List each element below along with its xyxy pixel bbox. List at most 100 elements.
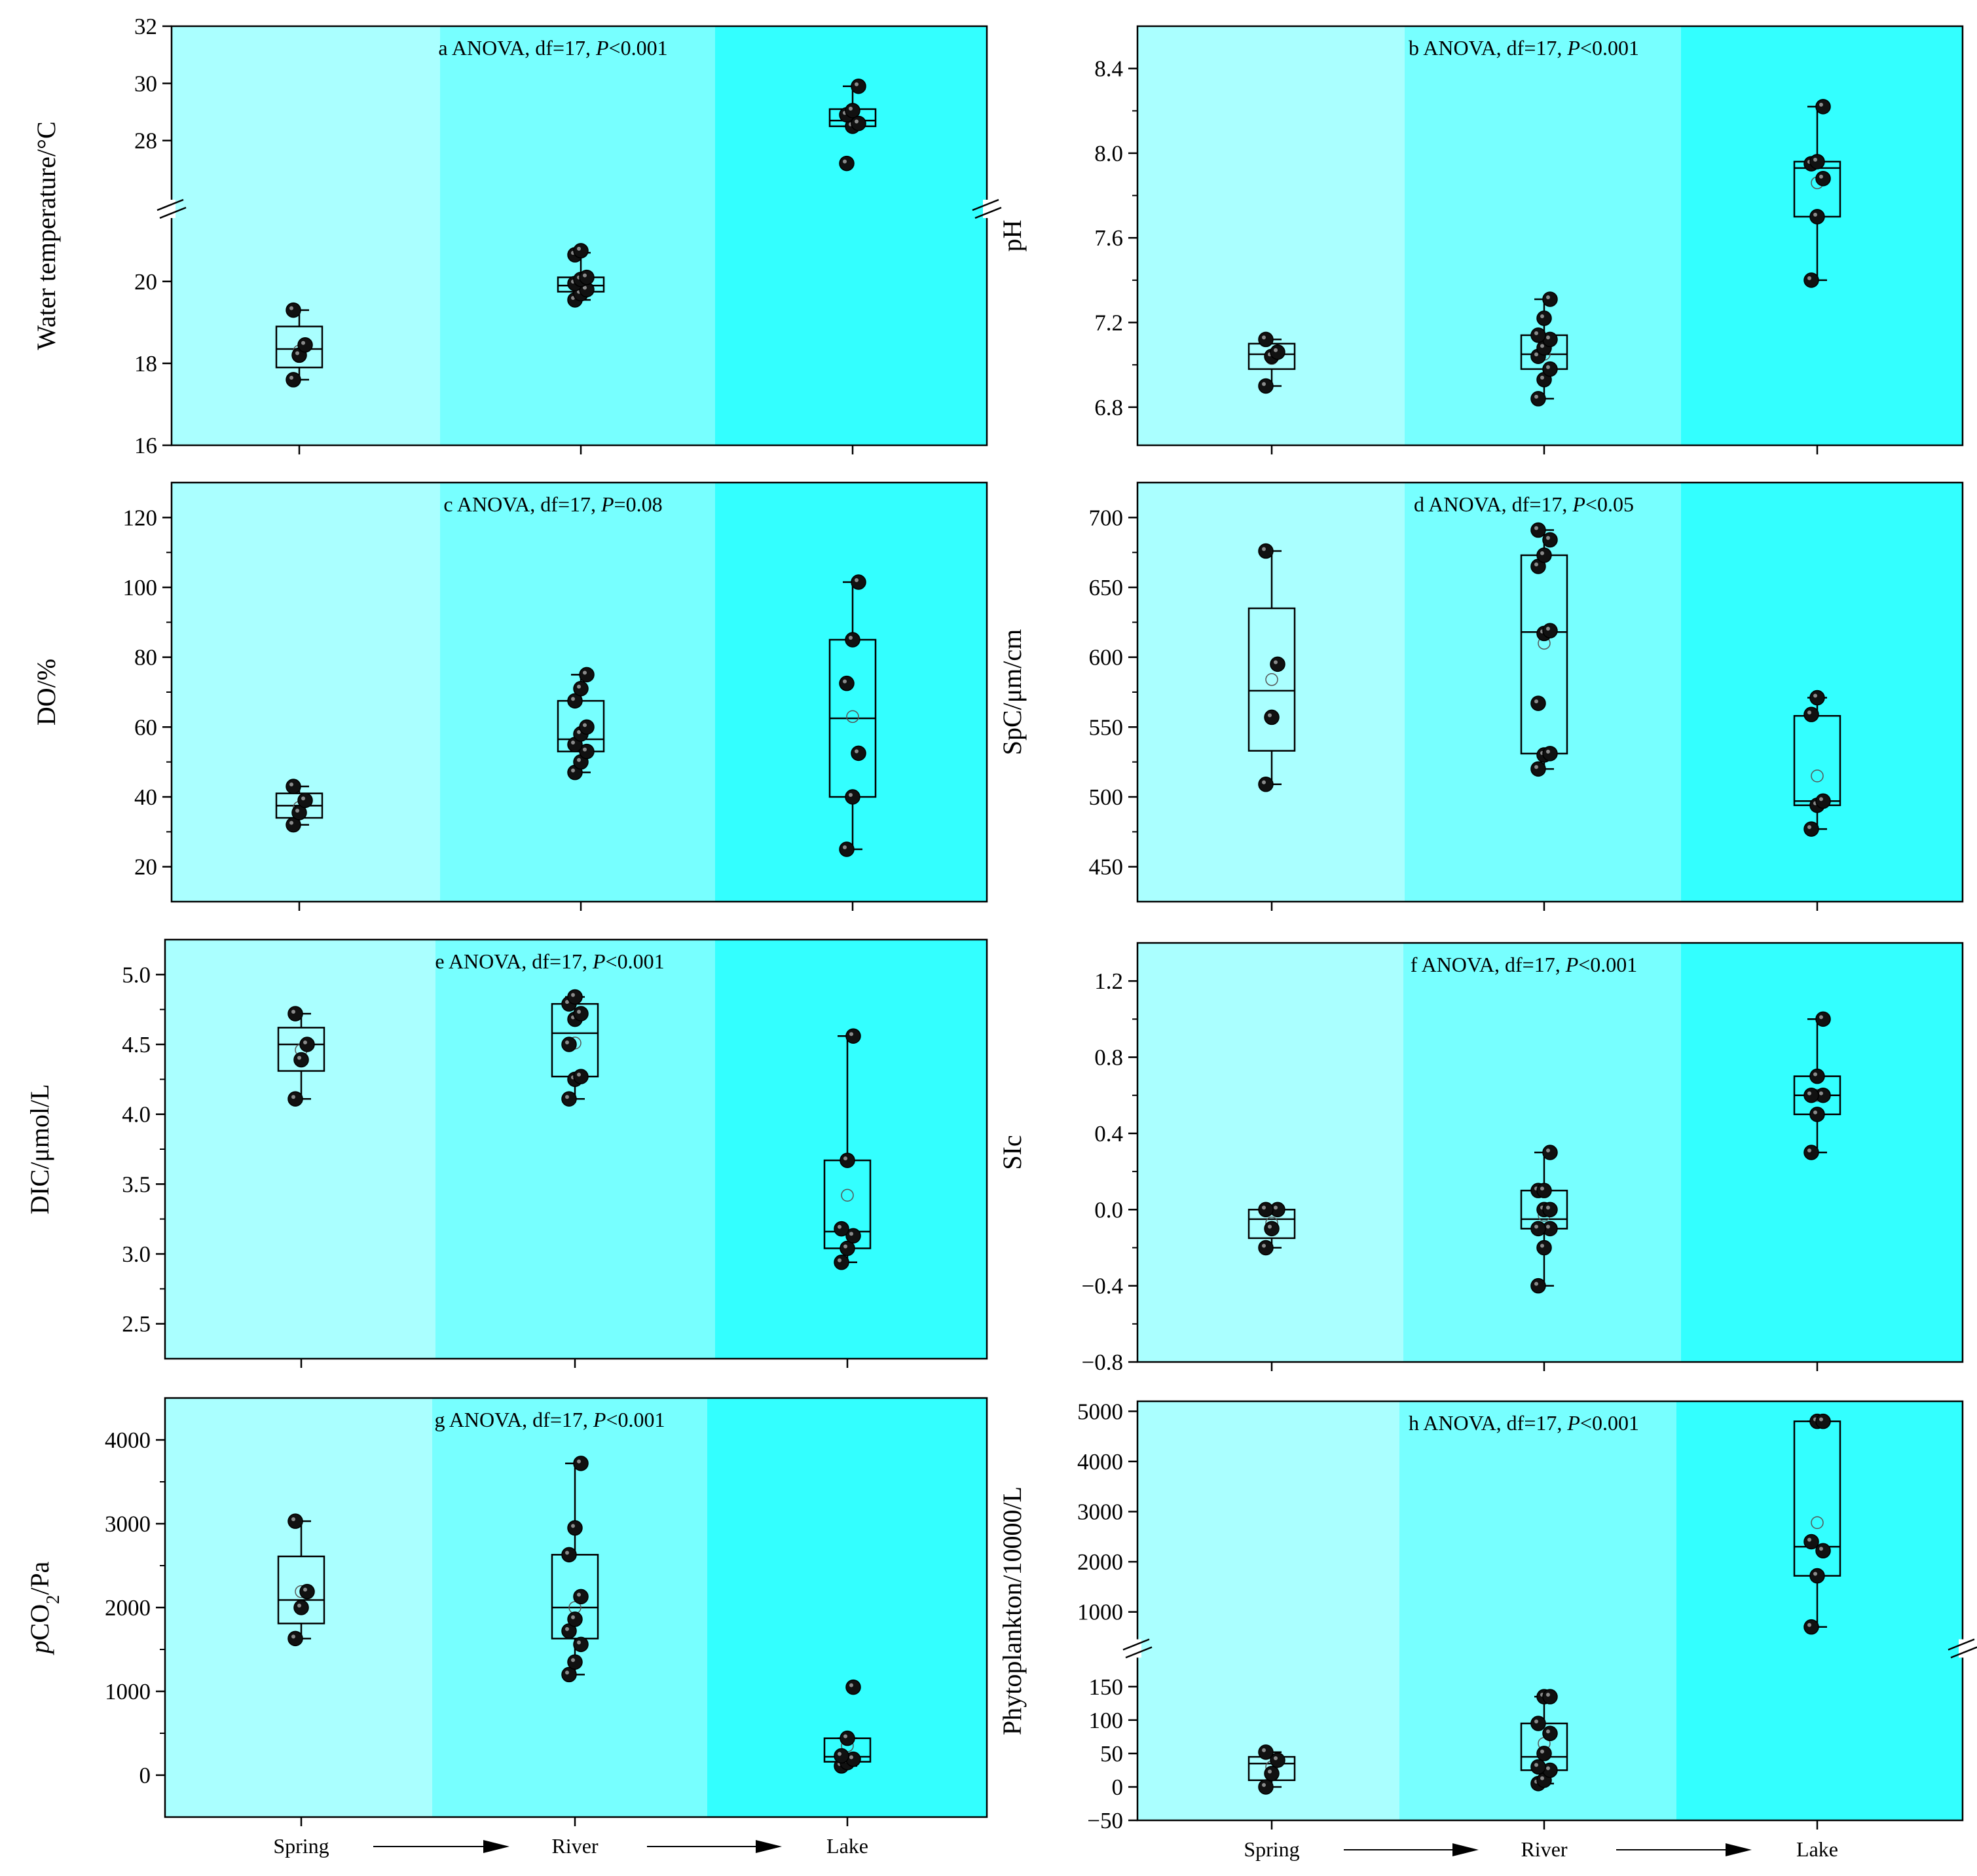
- box-lake: [823, 1679, 872, 1774]
- data-point-highlight: [849, 1755, 853, 1759]
- data-point: [286, 779, 301, 794]
- x-category-label: Lake: [1796, 1837, 1838, 1861]
- data-point-highlight: [303, 1587, 307, 1592]
- anova-annotation: b ANOVA, df=17, P<0.001: [1409, 36, 1639, 60]
- data-point-highlight: [1813, 157, 1817, 162]
- data-point: [573, 1069, 589, 1084]
- data-point-highlight: [843, 845, 847, 849]
- y-tick-label: 600: [1089, 645, 1124, 671]
- data-point: [1815, 793, 1831, 809]
- y-tick-label: 3.5: [122, 1171, 151, 1197]
- data-point-highlight: [583, 747, 587, 752]
- data-point-highlight: [1268, 713, 1272, 718]
- data-point: [1542, 532, 1558, 548]
- data-point: [287, 1006, 303, 1021]
- y-tick-label: 7.2: [1094, 310, 1123, 336]
- data-point-highlight: [577, 1459, 581, 1463]
- data-point-highlight: [1262, 335, 1266, 340]
- data-point: [1809, 1568, 1825, 1584]
- data-point-highlight: [1540, 314, 1544, 319]
- data-point-highlight: [583, 285, 587, 290]
- data-point-highlight: [1262, 780, 1266, 784]
- data-point: [1536, 1746, 1552, 1761]
- data-point-highlight: [1274, 1756, 1278, 1761]
- y-axis-title: pH: [997, 220, 1027, 252]
- data-point: [1264, 1765, 1280, 1782]
- box-lake: [823, 1028, 872, 1270]
- box-river: [1520, 522, 1568, 777]
- axis-break-mark: [974, 206, 1002, 219]
- data-point-highlight: [1546, 749, 1550, 754]
- data-point: [1264, 1221, 1280, 1237]
- data-point: [845, 1679, 861, 1695]
- data-point: [1536, 1240, 1552, 1256]
- data-point-highlight: [838, 1752, 841, 1756]
- y-tick-label: 1000: [1077, 1600, 1123, 1625]
- y-tick-label: 50: [1100, 1741, 1123, 1767]
- data-point-highlight: [577, 684, 581, 689]
- y-tick-label: 60: [134, 714, 157, 740]
- box-spring: [1247, 1202, 1296, 1256]
- band-spring: [165, 940, 435, 1359]
- axis-break-mark: [1948, 1638, 1975, 1651]
- y-tick-label: 100: [1089, 1708, 1124, 1733]
- flow-arrow-head: [483, 1840, 509, 1853]
- data-point-highlight: [1807, 710, 1811, 715]
- data-point: [561, 1037, 577, 1052]
- data-point: [1270, 1752, 1285, 1768]
- axis-break-mark: [972, 198, 999, 212]
- box-lake: [1793, 99, 1841, 288]
- y-tick-label: 0.4: [1094, 1121, 1123, 1147]
- y-tick-label: 550: [1089, 714, 1124, 740]
- plot-frame: [1136, 942, 1964, 1363]
- anova-annotation: h ANOVA, df=17, P<0.001: [1409, 1411, 1639, 1435]
- band-spring: [172, 483, 440, 902]
- chart-panel-a: 16 18 20 28 30 32 a ANOVA, df=17, P<0.001 Water…: [31, 14, 1002, 458]
- data-point: [287, 1091, 303, 1107]
- axis-break-mark: [157, 198, 184, 212]
- data-point-highlight: [565, 1627, 569, 1631]
- data-point: [1258, 1779, 1274, 1795]
- data-point: [286, 302, 301, 318]
- data-point-highlight: [571, 741, 575, 745]
- x-category-label: River: [551, 1834, 598, 1858]
- data-point: [1803, 1145, 1819, 1160]
- data-point-highlight: [1540, 1186, 1544, 1191]
- anova-annotation: d ANOVA, df=17, P<0.05: [1414, 492, 1634, 516]
- data-point-highlight: [565, 1551, 569, 1555]
- band-lake: [1681, 26, 1963, 445]
- data-point: [561, 1666, 577, 1683]
- data-point: [573, 680, 589, 697]
- band-river: [1405, 483, 1681, 902]
- data-point: [1815, 170, 1831, 187]
- data-point: [845, 632, 860, 648]
- data-point-highlight: [1534, 394, 1538, 399]
- data-point: [1530, 1221, 1546, 1237]
- data-point: [1258, 331, 1274, 348]
- band-lake: [715, 940, 987, 1359]
- box-lake: [828, 78, 877, 172]
- data-point-highlight: [843, 679, 847, 684]
- y-tick-label: 4.0: [122, 1102, 151, 1128]
- y-tick-label: 18: [134, 351, 157, 377]
- data-point: [1536, 1183, 1552, 1198]
- data-point-highlight: [1813, 1110, 1817, 1114]
- data-point: [840, 1152, 855, 1168]
- data-point: [1542, 1145, 1558, 1160]
- y-tick-label: 500: [1089, 784, 1124, 810]
- data-point-highlight: [1268, 1224, 1272, 1229]
- data-point: [1815, 1543, 1831, 1559]
- data-point-highlight: [571, 1524, 575, 1528]
- data-point: [291, 805, 307, 820]
- data-point: [567, 1520, 583, 1536]
- data-point: [1809, 690, 1825, 706]
- y-axis-title: SpC/μm/cm: [997, 629, 1027, 756]
- data-point-highlight: [301, 340, 305, 345]
- y-tick-label: 1.2: [1094, 968, 1123, 994]
- y-tick-label: 32: [134, 14, 157, 39]
- data-point-highlight: [303, 1040, 307, 1044]
- y-tick-label: 0: [1112, 1775, 1124, 1800]
- y-axis-title: SIc: [997, 1135, 1027, 1169]
- data-point-highlight: [583, 671, 587, 675]
- data-point: [1530, 327, 1546, 343]
